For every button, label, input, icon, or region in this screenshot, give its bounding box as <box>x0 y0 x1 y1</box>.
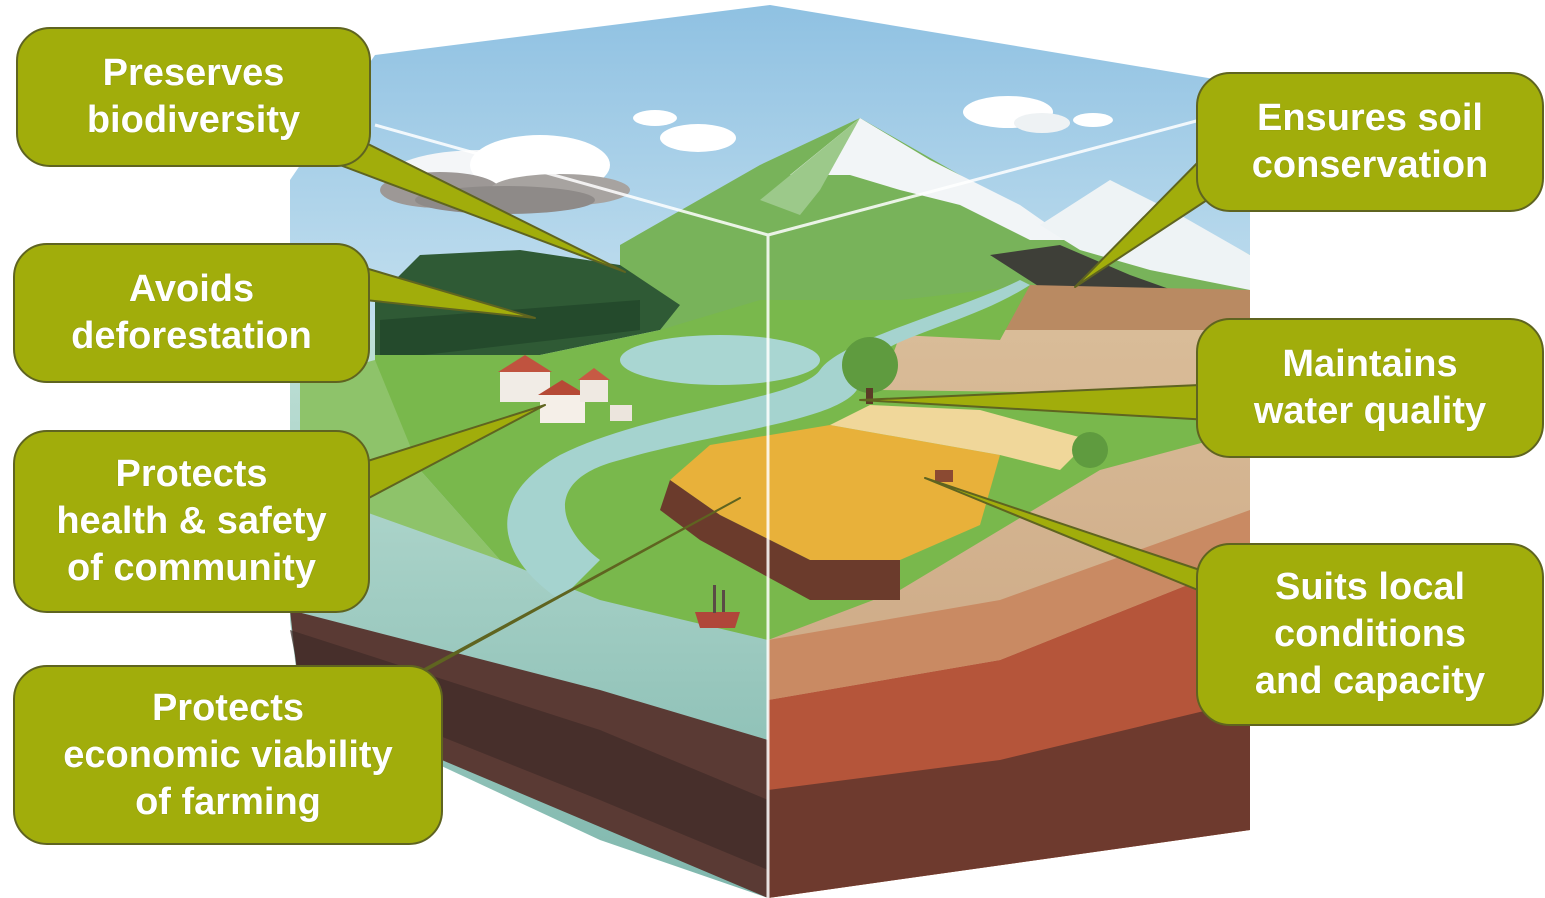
callout-preserves-biodiversity: Preserves biodiversity <box>16 27 371 167</box>
callout-maintains-water-quality: Maintains water quality <box>1196 318 1544 458</box>
callout-avoids-deforestation: Avoids deforestation <box>13 243 370 383</box>
lake-river <box>507 280 1030 600</box>
callout-suits-local-conditions: Suits local conditions and capacity <box>1196 543 1544 726</box>
wheat-field <box>660 405 1090 600</box>
cube-edges <box>374 118 1201 898</box>
callout-protects-economic-viability: Protects economic viability of farming <box>13 665 443 845</box>
boats <box>695 585 740 628</box>
callout-protects-health-safety: Protects health & safety of community <box>13 430 370 613</box>
trees <box>842 337 1108 468</box>
callout-ensures-soil-conservation: Ensures soil conservation <box>1196 72 1544 212</box>
village <box>498 355 632 423</box>
callout-pointers <box>299 139 1246 686</box>
forest <box>375 250 680 360</box>
